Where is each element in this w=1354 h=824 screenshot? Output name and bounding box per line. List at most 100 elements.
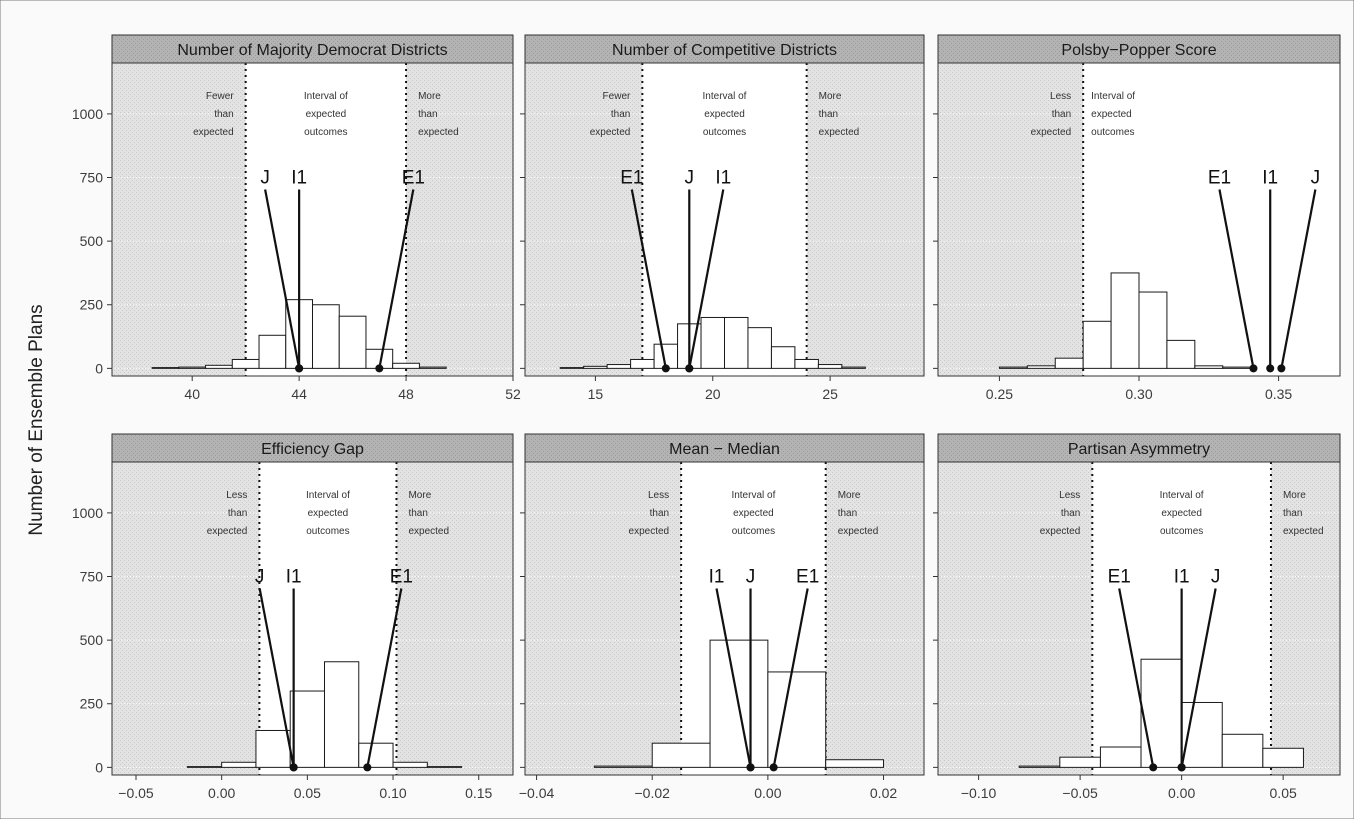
y-tick-label: 1000 — [72, 106, 103, 122]
panel-border — [524, 461, 925, 776]
histogram-bar — [1110, 272, 1140, 369]
histogram-bar — [1059, 756, 1101, 768]
histogram-bar — [724, 316, 749, 369]
histogram-bar — [289, 690, 325, 768]
plan-marker-line — [264, 189, 301, 369]
panel-border — [111, 62, 514, 377]
annotation-left: Fewer — [603, 91, 631, 102]
x-tick-label: −0.02 — [634, 785, 670, 801]
annotation-right: than — [1283, 508, 1302, 519]
facet-strip — [937, 433, 1341, 463]
histogram-bar — [1018, 765, 1061, 768]
x-tick-label: 0.25 — [986, 386, 1013, 402]
x-tick-label: 0.05 — [1270, 785, 1297, 801]
facet-panel: Polsby−Popper Score Less than expected Inter… — [933, 34, 1341, 402]
histogram-bar — [1140, 658, 1183, 768]
histogram-bar — [1221, 733, 1264, 768]
plan-marker-point — [1266, 364, 1275, 373]
panel-border — [937, 461, 1341, 776]
annotation-middle: outcomes — [1160, 526, 1203, 537]
plan-marker-point — [685, 364, 694, 373]
plan-marker-point — [746, 763, 755, 772]
annotation-middle: expected — [733, 508, 774, 519]
histogram-bar — [630, 358, 655, 369]
plan-label: I1 — [286, 567, 302, 588]
x-tick-label: 0.00 — [754, 785, 781, 801]
annotation-left: Fewer — [206, 91, 234, 102]
plan-marker-line — [1280, 189, 1317, 369]
plan-label: E1 — [1208, 168, 1231, 189]
annotation-middle: outcomes — [1091, 127, 1134, 138]
annotation-left: than — [1052, 109, 1071, 120]
annotation-right: More — [819, 91, 842, 102]
histogram-bar — [255, 729, 291, 768]
plan-label: I1 — [709, 567, 725, 588]
annotation-right: More — [408, 490, 431, 501]
histogram-bar — [258, 334, 287, 369]
histogram-bar — [312, 304, 340, 369]
histogram-bar — [358, 742, 394, 768]
annotation-middle: Interval of — [306, 490, 350, 501]
facet-strip — [111, 433, 514, 463]
facet-strip — [524, 34, 925, 64]
x-tick-label: 40 — [184, 386, 200, 402]
annotation-middle: expected — [308, 508, 349, 519]
plan-marker-line — [378, 189, 415, 369]
annotation-left: expected — [629, 526, 670, 537]
histogram-bar — [1026, 365, 1056, 369]
annotation-right: than — [418, 109, 437, 120]
histogram-bar — [205, 364, 233, 369]
x-tick-label: 48 — [398, 386, 414, 402]
histogram-bar — [1138, 291, 1168, 369]
histogram-bar — [651, 742, 711, 768]
histogram-bar — [700, 316, 726, 369]
facet-panels: Number of Majority Democrat Districts Few… — [72, 34, 1341, 801]
histogram-bar — [231, 358, 260, 369]
y-tick-label: 500 — [80, 632, 104, 648]
x-tick-label: 0.30 — [1125, 386, 1152, 402]
annotation-middle: Interval of — [731, 490, 775, 501]
plan-label: I1 — [291, 168, 307, 189]
plan-marker-line — [630, 189, 667, 369]
histogram-bar — [606, 364, 632, 369]
plan-marker-point — [769, 763, 778, 772]
plan-marker-point — [661, 364, 670, 373]
plan-label: E1 — [620, 168, 643, 189]
x-tick-label: 0.02 — [870, 785, 897, 801]
histogram-bar — [998, 366, 1028, 369]
annotation-left: Less — [1059, 490, 1080, 501]
plan-marker-line — [1180, 588, 1217, 768]
plan-label: E1 — [796, 567, 819, 588]
annotation-right: expected — [1283, 526, 1324, 537]
plan-marker-line — [1218, 189, 1255, 369]
plan-label: E1 — [390, 567, 413, 588]
x-tick-label: −0.04 — [519, 785, 555, 801]
annotation-right: expected — [819, 127, 860, 138]
x-tick-label: 0.00 — [1168, 785, 1195, 801]
annotation-middle: expected — [1161, 508, 1202, 519]
x-tick-label: 15 — [588, 386, 604, 402]
plan-marker-point — [289, 763, 298, 772]
plan-marker-line — [715, 588, 752, 768]
histogram-bar — [817, 364, 843, 369]
plan-marker-line — [366, 588, 403, 768]
histogram-bar — [338, 315, 367, 369]
histogram-bar — [1054, 357, 1084, 369]
facet-title: Efficiency Gap — [261, 441, 364, 458]
plan-marker-point — [1277, 364, 1286, 373]
plan-label: I1 — [715, 168, 731, 189]
facet-title: Polsby−Popper Score — [1061, 42, 1216, 59]
y-tick-label: 750 — [80, 170, 104, 186]
y-tick-label: 750 — [80, 569, 104, 585]
x-tick-label: 44 — [291, 386, 307, 402]
histogram-bar — [583, 365, 608, 369]
annotation-left: expected — [1031, 127, 1072, 138]
annotation-middle: outcomes — [306, 526, 349, 537]
histogram-bar — [1166, 339, 1196, 369]
annotation-left: Less — [1050, 91, 1071, 102]
annotation-left: than — [1061, 508, 1080, 519]
histogram-bar — [559, 367, 585, 369]
x-tick-label: −0.05 — [1062, 785, 1098, 801]
annotation-left: expected — [590, 127, 631, 138]
annotation-right: than — [819, 109, 838, 120]
